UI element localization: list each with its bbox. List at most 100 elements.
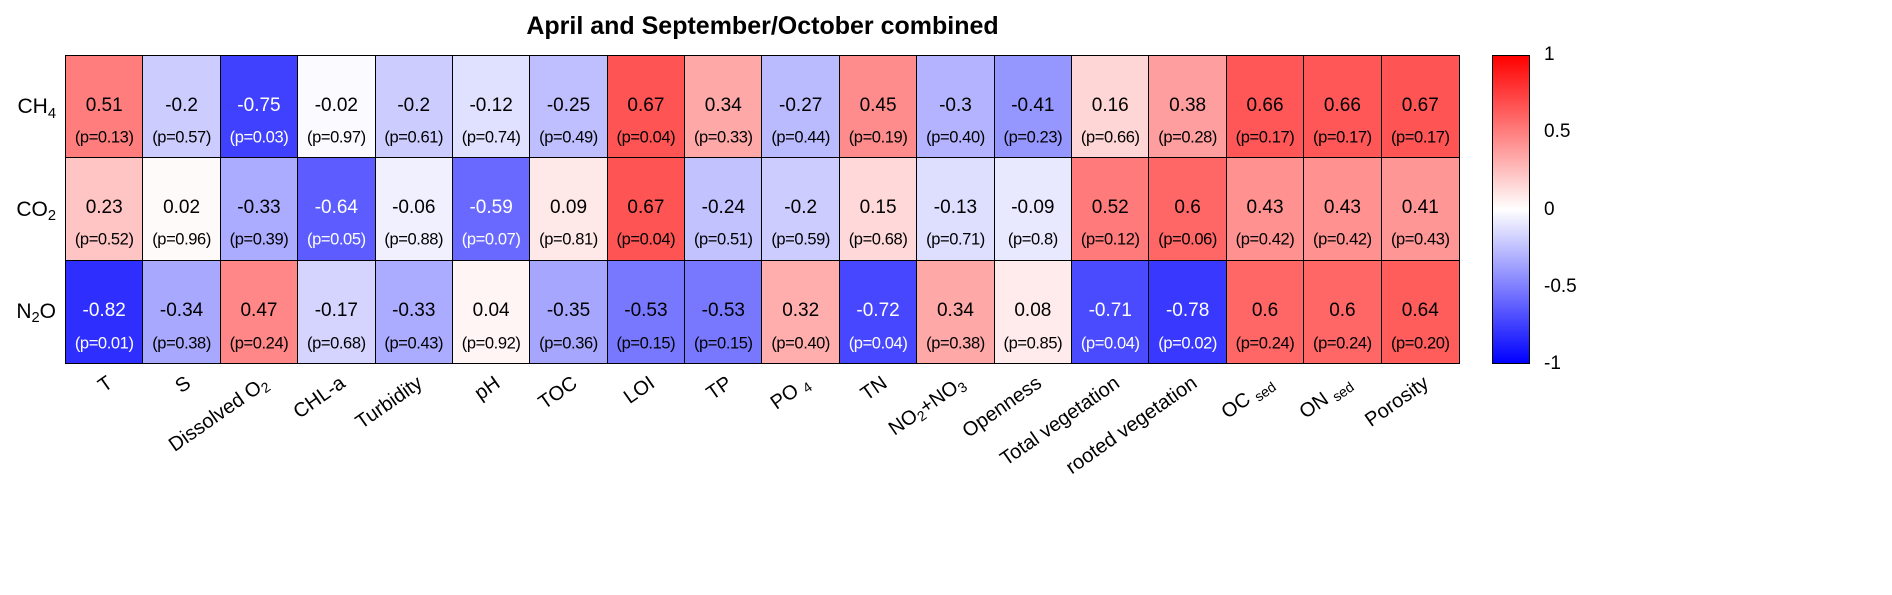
heatmap-cell: -0.34 (p=0.38) <box>143 260 221 363</box>
cell-correlation-value: 0.34 <box>936 299 974 321</box>
cell-correlation-value: 0.23 <box>85 196 123 218</box>
column-label: Porosity <box>1361 372 1433 432</box>
cell-p-value: (p=0.44) <box>771 128 831 147</box>
cell-correlation-value: -0.17 <box>314 299 358 321</box>
cell-p-value: (p=0.19) <box>848 128 908 147</box>
heatmap-cell: 0.51 (p=0.13) <box>66 56 144 159</box>
cell-correlation-value: 0.16 <box>1091 94 1129 116</box>
cell-correlation-value: 0.6 <box>1329 299 1356 321</box>
heatmap-cell: -0.78 (p=0.02) <box>1149 260 1227 363</box>
cell-p-value: (p=0.36) <box>539 334 598 353</box>
heatmap-cell: -0.13 (p=0.71) <box>917 158 995 261</box>
heatmap-cell: -0.09 (p=0.8) <box>994 158 1073 261</box>
heatmap-cell: 0.67 (p=0.04) <box>607 56 686 159</box>
heatmap-cell: -0.06 (p=0.88) <box>375 158 453 261</box>
heatmap-cell: 0.04 (p=0.92) <box>452 260 531 363</box>
cell-p-value: (p=0.42) <box>1235 230 1295 249</box>
cell-p-value: (p=0.97) <box>306 128 366 147</box>
heatmap-cell: 0.16 (p=0.66) <box>1072 56 1150 159</box>
heatmap-cell: -0.24 (p=0.51) <box>685 158 763 261</box>
heatmap-cell: -0.82 (p=0.01) <box>66 260 144 363</box>
cell-correlation-value: -0.2 <box>397 94 431 116</box>
label-text: T <box>94 372 118 398</box>
cell-correlation-value: -0.2 <box>784 196 818 218</box>
label-text: Turbidity <box>352 372 427 434</box>
label-text: TOC <box>534 372 582 415</box>
heatmap-cell: -0.41 (p=0.23) <box>994 56 1073 159</box>
cell-correlation-value: -0.2 <box>165 94 198 116</box>
heatmap-cell: 0.23 (p=0.52) <box>66 158 144 261</box>
cell-p-value: (p=0.74) <box>461 128 521 147</box>
heatmap-cell: -0.33 (p=0.39) <box>220 158 299 261</box>
heatmap-cell: 0.34 (p=0.38) <box>917 260 995 363</box>
heatmap-cell: -0.64 (p=0.05) <box>298 158 376 261</box>
colorbar-tick-label: 1 <box>1544 44 1555 65</box>
label-text: pH <box>470 372 505 405</box>
cell-p-value: (p=0.01) <box>74 334 134 353</box>
cell-p-value: (p=0.24) <box>1235 334 1295 353</box>
cell-p-value: (p=0.51) <box>693 230 753 249</box>
cell-p-value: (p=0.68) <box>848 230 908 249</box>
column-label: PO 4 <box>767 372 815 415</box>
cell-p-value: (p=0.71) <box>926 230 985 249</box>
cell-p-value: (p=0.52) <box>74 230 134 249</box>
cell-p-value: (p=0.07) <box>461 230 521 249</box>
heatmap-cell: -0.2 (p=0.61) <box>375 56 453 159</box>
cell-p-value: (p=0.57) <box>152 128 211 147</box>
colorbar <box>1492 55 1530 364</box>
heatmap-cell: -0.72 (p=0.04) <box>839 260 918 363</box>
cell-p-value: (p=0.85) <box>1003 334 1063 353</box>
cell-correlation-value: 0.67 <box>627 94 665 116</box>
cell-p-value: (p=0.96) <box>152 230 211 249</box>
cell-correlation-value: 0.45 <box>859 94 897 116</box>
cell-correlation-value: 0.52 <box>1091 196 1129 218</box>
cell-correlation-value: -0.71 <box>1088 299 1132 321</box>
cell-correlation-value: 0.15 <box>859 196 897 218</box>
cell-correlation-value: -0.09 <box>1011 196 1055 218</box>
heatmap-cell: -0.33 (p=0.43) <box>375 260 453 363</box>
heatmap-cell: 0.6 (p=0.24) <box>1226 260 1305 363</box>
cell-correlation-value: 0.08 <box>1014 299 1052 321</box>
cell-correlation-value: -0.02 <box>314 94 358 116</box>
column-label: OC sed <box>1218 372 1279 424</box>
label-text: CH <box>17 95 48 119</box>
cell-p-value: (p=0.33) <box>693 128 753 147</box>
heatmap-cell: 0.64 (p=0.20) <box>1381 260 1459 363</box>
cell-correlation-value: -0.59 <box>469 196 513 218</box>
cell-p-value: (p=0.24) <box>229 334 289 353</box>
heatmap-cell: -0.35 (p=0.36) <box>530 260 608 363</box>
cell-correlation-value: -0.75 <box>237 94 281 116</box>
column-label: S <box>171 372 195 398</box>
cell-p-value: (p=0.12) <box>1080 230 1140 249</box>
heatmap-cell: -0.2 (p=0.59) <box>762 158 840 261</box>
heatmap-cell: 0.15 (p=0.68) <box>839 158 918 261</box>
colorbar-tick-label: 0.5 <box>1544 121 1571 143</box>
cell-correlation-value: -0.53 <box>624 299 668 321</box>
heatmap-cell: -0.02 (p=0.97) <box>298 56 376 159</box>
heatmap-cell: 0.09 (p=0.81) <box>530 158 608 261</box>
cell-p-value: (p=0.24) <box>1313 334 1372 353</box>
cell-p-value: (p=0.59) <box>771 230 831 249</box>
cell-p-value: (p=0.04) <box>848 334 908 353</box>
cell-p-value: (p=0.39) <box>229 230 289 249</box>
cell-p-value: (p=0.49) <box>539 128 598 147</box>
heatmap-cell: 0.02 (p=0.96) <box>143 158 221 261</box>
heatmap-cell: 0.32 (p=0.40) <box>762 260 840 363</box>
cell-p-value: (p=0.03) <box>229 128 289 147</box>
label-text: LOI <box>620 372 660 409</box>
heatmap-grid: 0.51 (p=0.13) -0.2 (p=0.57) -0.75 (p=0.03) -0.… <box>65 55 1460 364</box>
cell-p-value: (p=0.92) <box>461 334 521 353</box>
chart-title: April and September/October combined <box>526 12 999 40</box>
heatmap-cell: 0.67 (p=0.17) <box>1381 56 1459 159</box>
cell-correlation-value: 0.04 <box>472 299 510 321</box>
cell-p-value: (p=0.38) <box>152 334 211 353</box>
column-label: NO2+NO3 <box>884 372 969 441</box>
label-text: CO <box>16 197 48 221</box>
row-label: N2O <box>16 300 56 326</box>
column-label: pH <box>471 372 505 406</box>
cell-correlation-value: -0.33 <box>237 196 281 218</box>
cell-correlation-value: -0.24 <box>701 196 745 218</box>
heatmap-cell: 0.38 (p=0.28) <box>1149 56 1227 159</box>
cell-correlation-value: 0.6 <box>1251 299 1279 321</box>
